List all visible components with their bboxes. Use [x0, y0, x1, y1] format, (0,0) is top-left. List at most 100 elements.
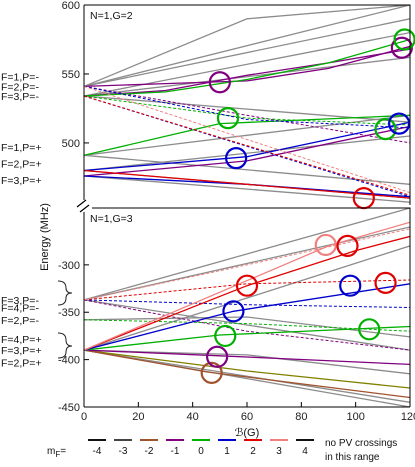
x-axis-title: ℬ(G)	[235, 427, 260, 439]
bottom-state-label-0: F=3,P=-	[1, 295, 39, 307]
top-state-label-2: F=3,P=-	[1, 91, 39, 103]
bottom-series-line-6	[84, 349, 410, 403]
axis-break-marker	[76, 199, 92, 213]
top-state-label-1: F=2,P=-	[1, 81, 39, 93]
legend-label-5: 1	[224, 446, 230, 457]
top-series-line-22	[84, 169, 410, 199]
top-series-line-3	[84, 56, 410, 97]
bottom-series-line-2	[84, 245, 410, 351]
top-series-line-13	[84, 125, 410, 177]
x-tick-label-6: 120	[401, 411, 415, 423]
top-series-line-9	[84, 5, 410, 88]
top-series-group	[84, 5, 410, 203]
top-series-line-12	[84, 45, 410, 88]
bottom-state-label-5: F=2,P=+	[1, 357, 42, 369]
top-y-tick-label-1: 550	[62, 69, 80, 81]
bottom-series-line-15	[84, 299, 410, 308]
bottom-series-line-12	[84, 325, 410, 351]
top-series-line-0	[84, 5, 410, 88]
legend-label-1: -3	[119, 446, 128, 457]
top-axes-frame	[83, 4, 411, 205]
y-axis-title: Energy (MHz)	[39, 203, 51, 271]
bottom-series-line-3	[84, 349, 410, 375]
top-series-line-11	[84, 48, 410, 97]
legend-label-2: -2	[145, 446, 154, 457]
top-state-label-5: F=3,P=+	[1, 175, 42, 187]
x-tick-label-5: 100	[346, 411, 364, 423]
bottom-crossing-circle-0	[200, 361, 223, 384]
bottom-series-line-16	[84, 235, 410, 351]
top-y-tick-label-2: 500	[62, 138, 80, 150]
bottom-series-line-0	[84, 208, 410, 301]
brace-upper	[57, 280, 73, 306]
top-crossing-circle-4	[374, 118, 397, 141]
bottom-series-group	[84, 208, 410, 407]
top-crossing-circle-1	[216, 107, 240, 130]
top-series-line-15	[84, 38, 410, 97]
brace-lower	[57, 332, 73, 359]
bottom-series-line-10	[84, 349, 410, 366]
top-crossing-circle-2	[225, 147, 248, 170]
bottom-panel-label: N=1,G=3	[90, 213, 133, 225]
bottom-series-line-9	[84, 349, 410, 399]
legend-label-4: 0	[198, 446, 204, 457]
bottom-y-tick-label-0: -300	[58, 260, 80, 272]
bottom-series-line-11	[84, 299, 410, 351]
bottom-state-label-1: F=4,P=-	[1, 303, 39, 315]
bottom-crossing-circle-5	[314, 233, 337, 257]
top-series-line-24	[84, 85, 410, 194]
top-series-line-5	[84, 114, 410, 156]
top-panel: 600 550 500 N=1,G=2 F=1,P=-F=2,P=-F=3,P=- F=1…	[1, 0, 415, 210]
x-tick-label-1: 20	[132, 411, 144, 423]
top-state-label-3: F=1,P=+	[1, 142, 42, 154]
x-tick-label-4: 80	[295, 411, 307, 423]
top-series-line-23	[84, 95, 410, 196]
legend-label-7: 3	[276, 446, 282, 457]
bottom-series-line-18	[84, 228, 410, 301]
bottom-state-label-3: F=4,P=+	[1, 334, 42, 346]
bottom-y-tick-label-3: -450	[58, 402, 80, 414]
bottom-state-label-2: F=2,P=-	[1, 315, 39, 327]
x-tick-label-3: 60	[241, 411, 253, 423]
bottom-crossing-circle-2	[214, 324, 237, 348]
bottom-series-line-14	[84, 283, 410, 351]
top-series-line-1	[84, 18, 410, 88]
legend-label-6: 2	[250, 446, 256, 457]
bottom-series-line-13	[84, 319, 410, 332]
top-series-line-20	[84, 85, 410, 129]
top-series-line-2	[84, 31, 410, 97]
bottom-crossing-circle-4	[235, 274, 259, 297]
bottom-crossing-circle-3	[222, 300, 245, 323]
top-state-label-4: F=2,P=+	[1, 159, 42, 171]
top-series-line-8	[84, 175, 410, 203]
note-line-1: no PV crossings	[325, 438, 397, 449]
legend-label-8: 4	[302, 446, 308, 457]
bottom-series-line-17	[84, 279, 410, 301]
legend-title: mF=	[47, 446, 66, 459]
bottom-series-line-5	[84, 299, 410, 351]
top-crossing-circle-0	[208, 71, 231, 94]
top-series-line-10	[84, 154, 410, 185]
note-line-2: in this range	[325, 452, 380, 463]
top-series-line-14	[84, 85, 410, 144]
bottom-crossing-circle-7	[339, 274, 362, 297]
legend-label-3: -1	[171, 446, 180, 457]
bottom-crossing-circle-8	[358, 318, 381, 341]
top-state-label-0: F=1,P=-	[1, 72, 39, 84]
bottom-y-tick-label-1: -350	[58, 307, 80, 319]
top-crossing-circle-5	[388, 112, 411, 135]
bottom-crossing-circle-9	[374, 271, 397, 294]
legend: mF= -4 -3 -2 -1 0 1 2 3 4	[47, 439, 314, 459]
bottom-crossing-circle-6	[336, 234, 359, 258]
top-panel-label: N=1,G=2	[90, 10, 133, 22]
top-series-line-4	[84, 95, 410, 123]
bottom-y-tick-label-2: -400	[58, 355, 80, 367]
legend-label-0: -4	[93, 446, 102, 457]
bottom-series-line-8	[84, 349, 410, 389]
bottom-series-line-19	[84, 221, 410, 351]
x-tick-label-0: 0	[81, 411, 87, 423]
bottom-state-label-4: F=3,P=+	[1, 345, 42, 357]
top-series-line-6	[84, 135, 410, 172]
